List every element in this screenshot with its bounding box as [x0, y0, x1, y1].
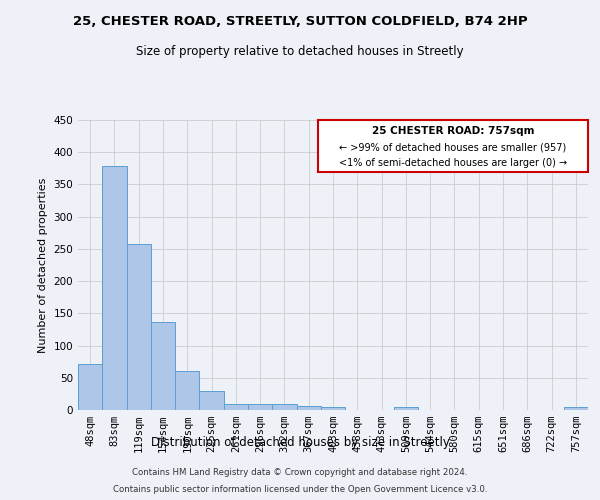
Text: Contains HM Land Registry data © Crown copyright and database right 2024.: Contains HM Land Registry data © Crown c…: [132, 468, 468, 477]
Bar: [224, 404, 248, 410]
Text: 25 CHESTER ROAD: 757sqm: 25 CHESTER ROAD: 757sqm: [371, 126, 534, 136]
Bar: [321, 407, 345, 410]
Text: Contains public sector information licensed under the Open Government Licence v3: Contains public sector information licen…: [113, 484, 487, 494]
Text: ← >99% of detached houses are smaller (957): ← >99% of detached houses are smaller (9…: [339, 142, 566, 152]
Bar: [78, 364, 102, 410]
Bar: [272, 404, 296, 410]
Bar: [175, 372, 199, 410]
Text: 25, CHESTER ROAD, STREETLY, SUTTON COLDFIELD, B74 2HP: 25, CHESTER ROAD, STREETLY, SUTTON COLDF…: [73, 15, 527, 28]
Text: <1% of semi-detached houses are larger (0) →: <1% of semi-detached houses are larger (…: [339, 158, 567, 168]
Y-axis label: Number of detached properties: Number of detached properties: [38, 178, 48, 352]
Bar: [199, 390, 224, 410]
Bar: [296, 406, 321, 410]
Bar: [394, 408, 418, 410]
Bar: [248, 404, 272, 410]
Text: Distribution of detached houses by size in Streetly: Distribution of detached houses by size …: [151, 436, 449, 449]
Bar: [127, 244, 151, 410]
Bar: [151, 322, 175, 410]
Bar: [564, 408, 588, 410]
Bar: [102, 166, 127, 410]
Text: Size of property relative to detached houses in Streetly: Size of property relative to detached ho…: [136, 45, 464, 58]
